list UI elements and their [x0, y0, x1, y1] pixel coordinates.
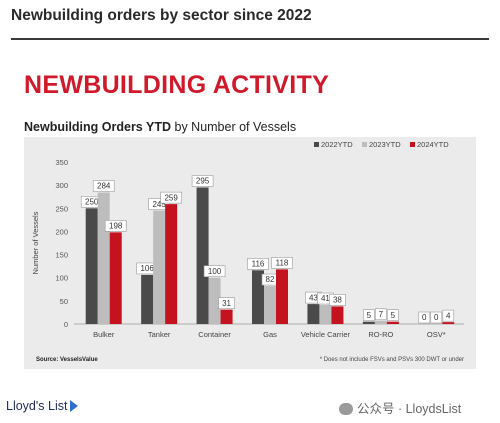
y-tick-label: 250: [55, 204, 68, 213]
bar-2023YTD: [208, 277, 221, 324]
data-label-box: [218, 297, 235, 309]
y-tick-label: 100: [55, 274, 68, 283]
y-tick-label: 50: [60, 297, 68, 306]
data-label-box: [92, 180, 115, 192]
bar-2024YTD: [386, 321, 399, 324]
data-label: 0: [434, 313, 439, 322]
bar-2022YTD: [85, 208, 98, 324]
data-label: 295: [196, 177, 210, 186]
data-label: 7: [379, 310, 384, 319]
legend-swatch-2024YTD: [410, 142, 415, 147]
x-category-label: Gas: [263, 330, 277, 339]
data-label: 198: [109, 222, 123, 231]
data-label: 82: [266, 275, 275, 284]
data-label: 5: [367, 311, 372, 320]
chart-title-bold: Newbuilding Orders YTD: [24, 120, 172, 134]
data-label: 284: [97, 182, 111, 191]
y-tick-label: 350: [55, 158, 68, 167]
wechat-watermark: 公众号 · LloydsList: [339, 398, 461, 417]
bar-2024YTD: [109, 232, 122, 324]
chart-title-rest: by Number of Vessels: [171, 120, 297, 134]
bar-2023YTD: [153, 210, 166, 324]
bar-2023YTD: [319, 305, 332, 324]
legend-label: 2023YTD: [369, 140, 401, 149]
lloyds-list-logo: Lloyd's List: [6, 399, 79, 413]
x-category-label: RO-RO: [368, 330, 393, 339]
data-label: 41: [321, 294, 330, 303]
data-label-box: [271, 257, 293, 269]
bar-2022YTD: [252, 270, 264, 324]
banner-heading: NEWBUILDING ACTIVITY: [24, 71, 330, 99]
data-label: 43: [309, 293, 318, 302]
logo-text: Lloyd's List: [6, 399, 68, 413]
bar-2023YTD: [374, 320, 387, 324]
bar-2024YTD: [220, 309, 233, 324]
chart-source: Source: VesselsValue: [36, 357, 98, 363]
logo-arrow-icon: [70, 400, 79, 412]
bar-2022YTD: [141, 274, 154, 324]
data-label: 0: [422, 313, 427, 322]
bar-2023YTD: [264, 286, 276, 324]
data-label-box: [387, 309, 399, 321]
chart-panel: 0 50 100 150 200 250 300 350 Number of Vessels 25…: [24, 137, 476, 369]
bar-2024YTD: [331, 306, 344, 324]
data-label-box: [375, 308, 387, 321]
bar-2022YTD: [196, 187, 209, 324]
data-label: 4: [446, 311, 451, 320]
data-label: 116: [252, 260, 265, 269]
y-tick-label: 0: [64, 320, 68, 329]
legend-swatch-2022YTD: [314, 142, 319, 147]
data-label-box: [148, 198, 170, 210]
data-label-box: [191, 175, 214, 187]
y-tick-label: 300: [55, 181, 68, 190]
legend-label: 2022YTD: [321, 140, 353, 149]
data-label: 250: [85, 197, 99, 206]
chart-footnote: * Does not include FSVs and PSVs 300 DWT…: [320, 357, 464, 363]
data-label: 100: [208, 267, 222, 276]
x-category-label: Vehicle Carrier: [301, 330, 351, 339]
data-label-box: [329, 294, 346, 306]
data-label-box: [247, 258, 269, 270]
bar-2023YTD: [97, 192, 110, 324]
data-label-box: [418, 311, 431, 324]
data-label: 38: [333, 296, 342, 305]
bar-2024YTD: [165, 204, 178, 324]
x-category-label: Bulker: [93, 330, 115, 339]
bar-2022YTD: [362, 321, 375, 324]
bar-2022YTD: [307, 304, 320, 324]
data-label: 245: [152, 200, 166, 209]
data-label-box: [104, 220, 127, 232]
data-label: 5: [391, 311, 396, 320]
y-tick-label: 200: [55, 227, 68, 236]
title-divider: [11, 38, 489, 40]
data-label-box: [442, 309, 455, 322]
data-label: 118: [276, 259, 289, 268]
data-label: 106: [140, 264, 154, 273]
chart-title: Newbuilding Orders YTD by Number of Vess…: [24, 120, 296, 134]
wechat-icon: [339, 403, 353, 415]
data-label-box: [203, 265, 226, 278]
bar-2024YTD: [276, 269, 288, 324]
data-label: 259: [164, 193, 178, 202]
x-category-label: Container: [198, 330, 231, 339]
legend-label: 2024YTD: [417, 140, 449, 149]
data-label-box: [363, 309, 375, 321]
y-tick-label: 150: [55, 251, 68, 260]
legend-swatch-2023YTD: [362, 142, 367, 147]
bar-2024YTD: [442, 322, 455, 324]
data-label-box: [430, 311, 443, 324]
x-category-label: OSV*: [427, 330, 446, 339]
y-axis-label: Number of Vessels: [31, 211, 40, 274]
page-title: Newbuilding orders by sector since 2022: [11, 7, 312, 24]
wechat-text: 公众号 · LloydsList: [357, 402, 462, 416]
data-label: 31: [222, 299, 231, 308]
x-category-label: Tanker: [148, 330, 171, 339]
data-label-box: [160, 191, 182, 204]
